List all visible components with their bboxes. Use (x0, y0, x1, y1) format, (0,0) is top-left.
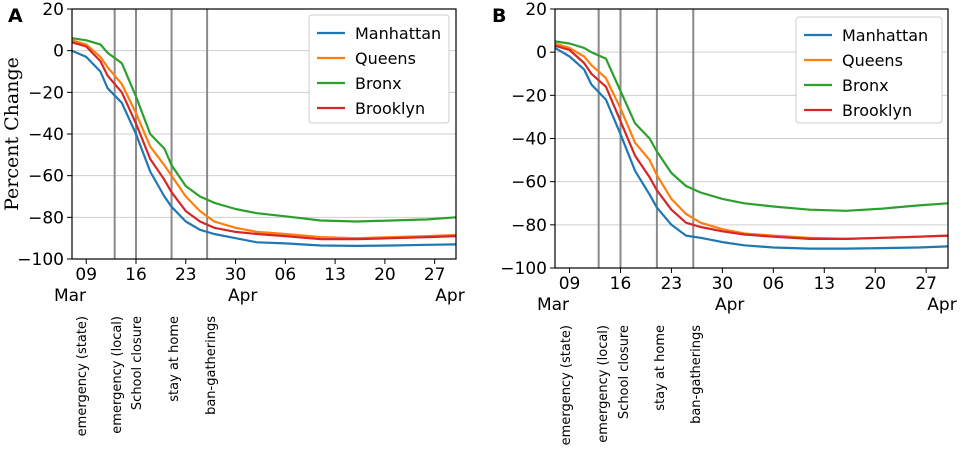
y-tick-label: −60 (28, 167, 64, 187)
series-line-brooklyn (71, 41, 457, 241)
y-tick-label: −80 (28, 208, 64, 228)
event-label: ban-gatherings (689, 325, 704, 424)
x-month-label: Mar (54, 286, 86, 306)
legend-label: Brooklyn (355, 99, 425, 118)
y-tick-label: −20 (28, 83, 64, 103)
series-line-queens (71, 39, 457, 240)
chart-panel-b: B 20 0 −20 −40 −60 −80 −100 09 16 23 30 06 13 20 27 Mar A… (492, 0, 957, 445)
x-month-label: Apr (228, 286, 257, 306)
x-tick-label: 13 (813, 274, 835, 294)
chart-panel-a: A Percent Change 20 0 −20 −40 −60 −80 −100 09 16 23… (1, 0, 465, 436)
legend-label: Queens (842, 51, 903, 70)
y-tick-label: 0 (53, 42, 64, 62)
legend-label: Manhattan (842, 26, 928, 45)
x-tick-label: 23 (661, 274, 683, 294)
y-tick-label: −60 (511, 173, 547, 193)
legend-box (308, 14, 450, 124)
y-tick-label: −100 (17, 250, 64, 270)
event-label: emergency (state) (75, 316, 90, 436)
series-line-manhattan (554, 46, 949, 250)
legend-label: Manhattan (355, 24, 441, 43)
event-label: emergency (local) (110, 316, 125, 434)
x-tick-label: 30 (225, 265, 247, 285)
plot-frame (71, 8, 457, 260)
event-label: emergency (local) (596, 325, 611, 443)
event-label: School closure (130, 316, 145, 410)
legend-label: Brooklyn (842, 101, 912, 120)
x-tick-label: 27 (424, 265, 446, 285)
series-line-brooklyn (554, 44, 949, 240)
y-tick-label: 20 (525, 0, 547, 20)
x-tick-label: 16 (610, 274, 632, 294)
y-tick-label: −100 (500, 259, 547, 279)
x-tick-label: 30 (712, 274, 734, 294)
y-tick-label: 0 (536, 43, 547, 63)
x-tick-label: 23 (175, 265, 197, 285)
y-tick-label: −20 (511, 86, 547, 106)
x-tick-label: 16 (125, 265, 147, 285)
x-tick-label: 06 (275, 265, 297, 285)
event-label: stay at home (167, 316, 182, 402)
legend-box (795, 16, 943, 124)
x-month-label: Mar (537, 295, 569, 315)
x-month-label: Apr (715, 295, 744, 315)
panel-label: B (492, 5, 506, 27)
x-tick-label: 13 (324, 265, 346, 285)
x-tick-label: 09 (75, 265, 97, 285)
y-tick-label: −80 (511, 216, 547, 236)
plot-frame (554, 8, 949, 269)
panel-label: A (8, 5, 23, 27)
x-tick-label: 20 (374, 265, 396, 285)
y-tick-label: −40 (511, 130, 547, 150)
x-tick-label: 09 (559, 274, 581, 294)
legend-label: Bronx (842, 76, 889, 95)
legend-label: Queens (355, 49, 416, 68)
y-tick-label: −40 (28, 125, 64, 145)
event-label: stay at home (653, 325, 668, 411)
series-line-bronx (554, 40, 949, 212)
event-label: School closure (617, 325, 632, 419)
event-label: emergency (state) (559, 325, 574, 445)
series-line-manhattan (71, 49, 457, 247)
x-month-label: Apr (927, 295, 956, 315)
x-tick-label: 06 (763, 274, 785, 294)
series-line-bronx (71, 37, 457, 223)
event-label: ban-gatherings (204, 316, 219, 415)
x-month-label: Apr (435, 286, 464, 306)
x-tick-label: 27 (915, 274, 937, 294)
x-tick-label: 20 (864, 274, 886, 294)
y-tick-label: 20 (42, 0, 64, 20)
legend-label: Bronx (355, 74, 402, 93)
y-axis-title: Percent Change (1, 57, 23, 211)
